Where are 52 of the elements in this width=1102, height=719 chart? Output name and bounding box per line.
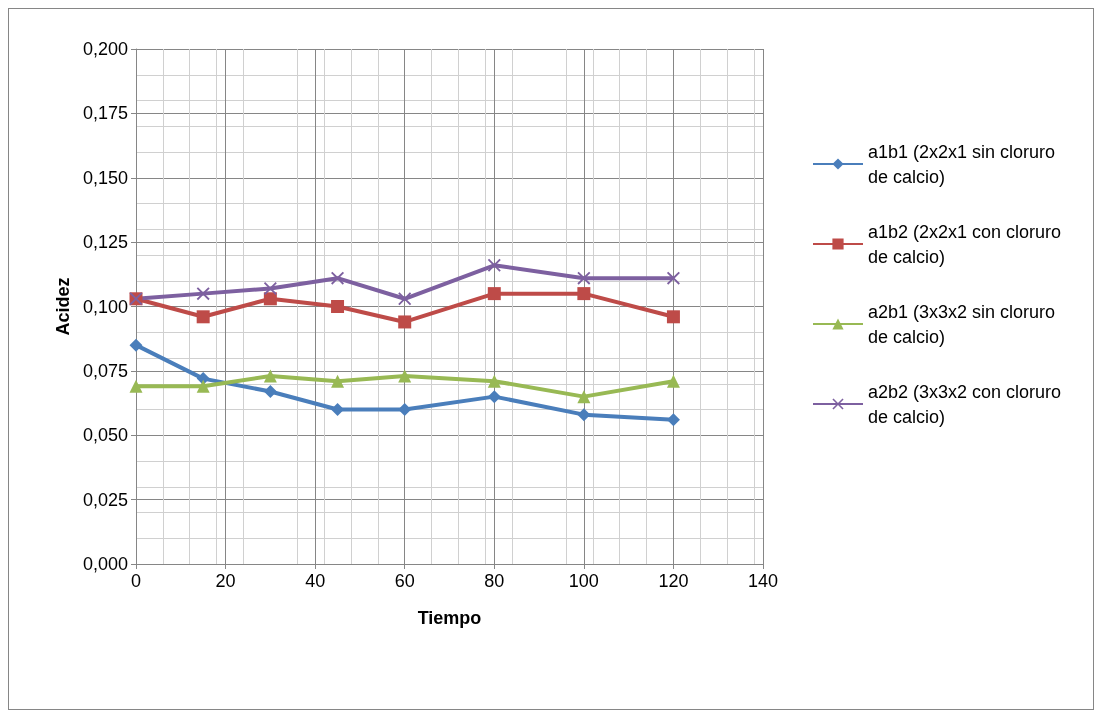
- point: [263, 369, 277, 383]
- point: [577, 271, 591, 285]
- point: [398, 292, 412, 306]
- point: [577, 287, 591, 301]
- x-tick-label: 100: [568, 571, 599, 591]
- point: [129, 338, 143, 352]
- x-axis-title: Tiempo: [417, 608, 482, 628]
- point: [666, 271, 680, 285]
- point: [331, 271, 345, 285]
- point: [331, 300, 345, 313]
- point: [263, 281, 277, 295]
- point: [398, 369, 412, 383]
- point: [487, 374, 501, 388]
- point: [398, 315, 412, 329]
- y-tick-label: 0,050: [82, 425, 128, 446]
- x-tick-label: 140: [747, 571, 779, 591]
- x-tick-label: 20: [215, 571, 236, 591]
- point: [666, 413, 680, 427]
- point: [263, 384, 277, 398]
- point: [487, 258, 501, 272]
- x-tick-label: 120: [658, 571, 689, 591]
- point: [487, 390, 501, 404]
- y-tick-label: 0,200: [82, 39, 128, 59]
- point: [666, 374, 680, 388]
- point: [331, 403, 345, 416]
- x-tick-label: 60: [394, 571, 415, 591]
- point: [666, 310, 680, 324]
- y-tick-label: 0,150: [82, 167, 128, 188]
- legend-label: a1b1 (2x2x1 sin cloruro de calcio): [868, 141, 1061, 187]
- point: [263, 292, 277, 306]
- y-tick-label: 0,125: [82, 232, 128, 253]
- point: [196, 379, 210, 393]
- point: [129, 379, 143, 393]
- point: [331, 374, 345, 388]
- point: [196, 287, 210, 301]
- y-tick-label: 0,025: [82, 489, 128, 510]
- x-tick-label: 80: [484, 571, 505, 591]
- x-tick-label: 0: [130, 571, 142, 591]
- y-tick-label: 0,075: [82, 360, 128, 381]
- legend-label: a2b2 (3x3x2 con cloruro de calcio): [868, 381, 1067, 427]
- legend-label: a2b1 (3x3x2 sin cloruro de calcio): [868, 301, 1061, 347]
- point: [398, 403, 412, 416]
- x-tick-label: 40: [305, 571, 326, 591]
- point: [487, 287, 501, 301]
- y-axis-title: Acidez: [53, 277, 74, 336]
- point: [196, 310, 210, 324]
- y-tick-label: 0,100: [82, 296, 128, 317]
- y-tick-label: 0,000: [82, 554, 128, 574]
- point: [577, 390, 591, 404]
- point: [577, 408, 591, 422]
- legend-label: a1b2 (2x2x1 con cloruro de calcio): [868, 221, 1067, 267]
- y-tick-label: 0,175: [82, 103, 128, 124]
